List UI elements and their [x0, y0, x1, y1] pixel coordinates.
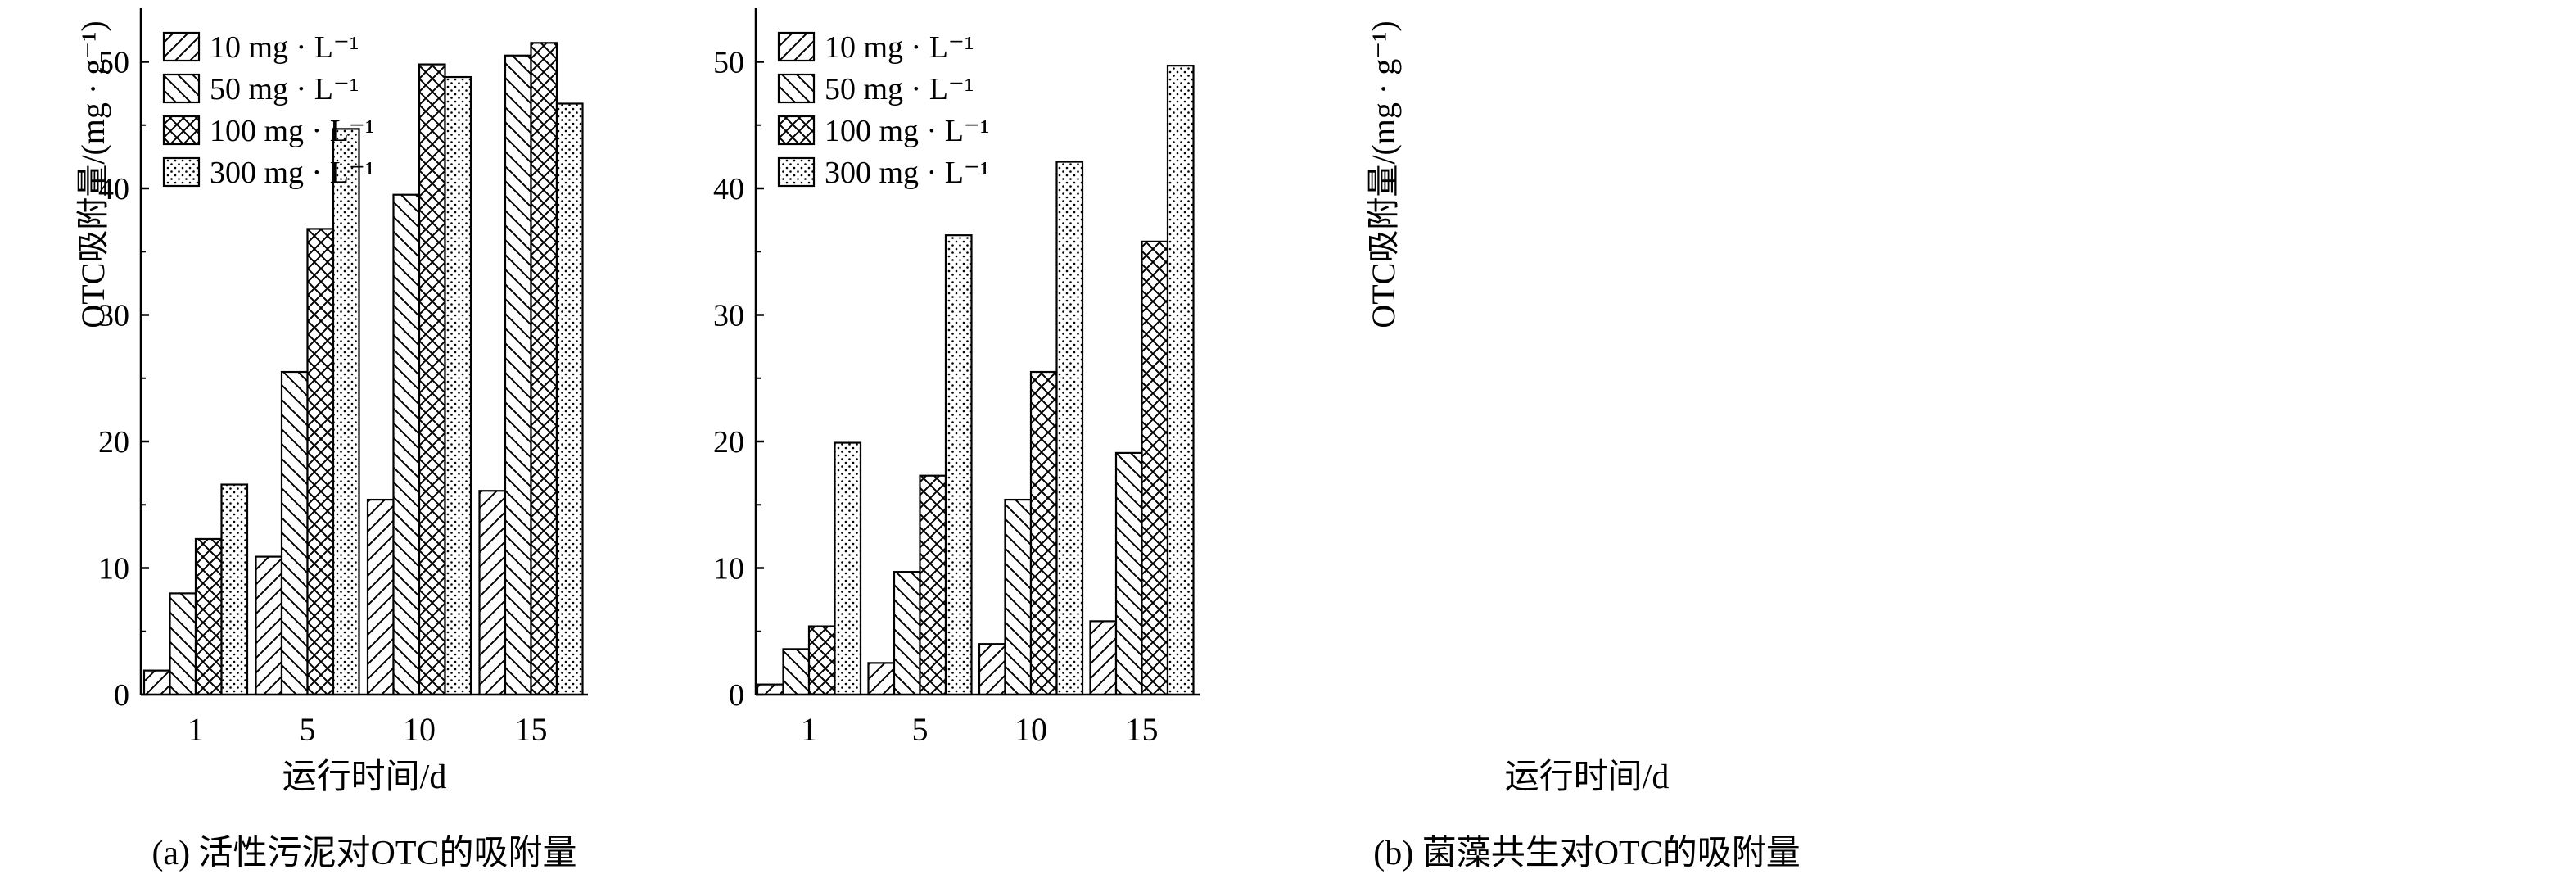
bar [756, 683, 784, 696]
bar [1004, 498, 1033, 696]
bar [478, 490, 507, 696]
bar [504, 54, 532, 696]
legend-swatch [777, 156, 816, 188]
y-axis-label: OTC吸附量/(mg · g⁻¹) [75, 20, 111, 328]
legend: 10 mg · L⁻¹ 50 mg · L⁻¹ 100 mg · L⁻¹ 300 mg… [777, 30, 989, 190]
bar [280, 370, 309, 696]
bar [807, 625, 836, 696]
bar [255, 555, 283, 696]
legend-label: 50 mg · L⁻¹ [210, 72, 359, 106]
bar [306, 228, 335, 696]
legend-swatch [777, 31, 816, 62]
bar [392, 193, 421, 696]
y-tick-label: 20 [98, 425, 129, 460]
y-tick-label: 10 [98, 552, 129, 586]
bar [919, 474, 947, 696]
bar [782, 648, 811, 696]
x-tick-label: 1 [801, 711, 817, 748]
bar [530, 42, 558, 696]
y-tick-label: 40 [98, 172, 129, 206]
bar [1089, 620, 1118, 696]
bar [444, 75, 472, 696]
legend-swatch [777, 73, 816, 104]
y-tick-label: 40 [713, 172, 744, 206]
y-tick-label: 50 [98, 46, 129, 80]
bar [142, 669, 171, 696]
legend-swatch [162, 156, 201, 188]
y-tick-label: 30 [713, 299, 744, 333]
legend-swatch [162, 115, 201, 146]
legend-swatch [162, 73, 201, 104]
bar [169, 592, 197, 696]
legend-label: 10 mg · L⁻¹ [825, 30, 974, 65]
legend-label: 50 mg · L⁻¹ [825, 72, 974, 106]
y-tick-label: 20 [713, 425, 744, 460]
y-tick-label: 10 [713, 552, 744, 586]
x-tick-label: 5 [912, 711, 929, 748]
figure-caption: (b) 菌藻共生对OTC的吸附量 [1373, 835, 1800, 872]
legend-label: 100 mg · L⁻¹ [825, 114, 989, 148]
x-tick-label: 1 [188, 711, 204, 748]
y-tick-label: 50 [713, 46, 744, 80]
figure-caption: (a) 活性污泥对OTC的吸附量 [151, 835, 576, 872]
legend-swatch [777, 115, 816, 146]
x-tick-label: 15 [515, 711, 548, 748]
x-tick-label: 10 [1015, 711, 1047, 748]
bar [834, 442, 862, 696]
bars-layer [756, 65, 1195, 696]
x-axis-label: 运行时间/d [1505, 758, 1670, 796]
legend-swatch [162, 31, 201, 62]
bar [867, 662, 896, 696]
bar [1055, 161, 1084, 696]
x-tick-label: 10 [403, 711, 436, 748]
bar [1029, 370, 1058, 696]
legend-label: 300 mg · L⁻¹ [825, 156, 989, 190]
y-tick-label: 0 [114, 678, 129, 713]
bar [418, 63, 446, 696]
legend-label: 100 mg · L⁻¹ [210, 114, 374, 148]
y-tick-label: 0 [729, 678, 744, 713]
bar [366, 498, 395, 696]
legend-label: 10 mg · L⁻¹ [210, 30, 359, 65]
y-axis-label: OTC吸附量/(mg · g⁻¹) [1365, 20, 1402, 328]
bar [1141, 240, 1169, 696]
bars-layer [142, 42, 584, 696]
x-tick-label: 5 [300, 711, 316, 748]
bar [978, 643, 1006, 696]
bar [332, 128, 360, 696]
bar [194, 537, 223, 696]
bar [1166, 65, 1195, 696]
x-tick-label: 15 [1126, 711, 1159, 748]
legend-label: 300 mg · L⁻¹ [210, 156, 374, 190]
bar [944, 234, 973, 696]
y-tick-label: 30 [98, 299, 129, 333]
bar [555, 102, 584, 696]
bar [1114, 451, 1143, 696]
x-axis-label: 运行时间/d [282, 758, 447, 796]
bar [220, 483, 249, 696]
legend: 10 mg · L⁻¹ 50 mg · L⁻¹ 100 mg · L⁻¹ 300 mg… [162, 30, 374, 190]
bar [893, 571, 921, 696]
